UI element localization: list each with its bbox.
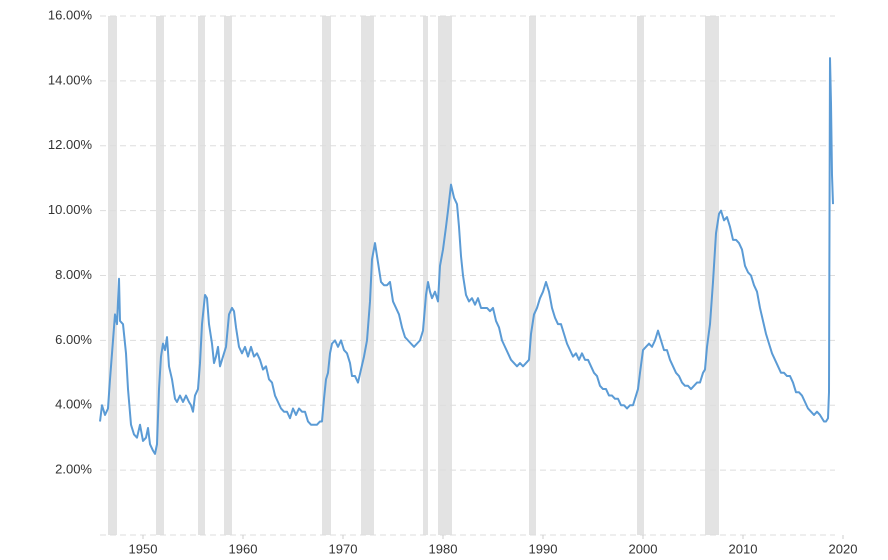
y-tick-label: 4.00% (55, 397, 92, 412)
y-tick-label: 6.00% (55, 332, 92, 347)
x-tick-label: 1960 (229, 541, 258, 556)
x-tick-label: 2020 (829, 541, 858, 556)
x-tick-label: 1980 (429, 541, 458, 556)
x-tick-label: 2010 (729, 541, 758, 556)
y-tick-label: 8.00% (55, 267, 92, 282)
y-tick-label: 16.00% (48, 7, 93, 22)
data-line (99, 57, 834, 455)
y-tick-label: 14.00% (48, 72, 93, 87)
x-tick-label: 2000 (629, 541, 658, 556)
y-tick-label: 10.00% (48, 202, 93, 217)
recession-band (322, 16, 331, 535)
recession-band (224, 16, 232, 535)
x-tick-label: 1970 (329, 541, 358, 556)
x-tick-label: 1990 (529, 541, 558, 556)
y-tick-label: 12.00% (48, 137, 93, 152)
x-tick-label: 1950 (129, 541, 158, 556)
y-tick-label: 2.00% (55, 462, 92, 477)
